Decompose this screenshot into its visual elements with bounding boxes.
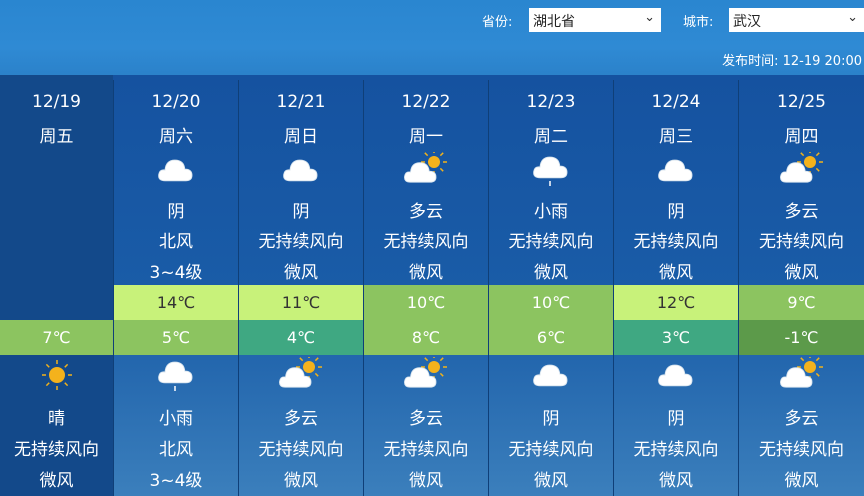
low-temperature: 8℃ xyxy=(364,320,488,355)
day-column: 12/21 周日 阴 无持续风向 微风 11℃ 4℃ 多云 无持续风向 微风 xyxy=(238,80,363,496)
day-wind-level: 微风 xyxy=(534,263,568,283)
night-wind-direction: 无持续风向 xyxy=(508,440,594,460)
night-wind-level: 微风 xyxy=(784,471,819,491)
day-column: 12/22 周一 多云 无持续风向 微风 10℃ 8℃ 多云 无持续风向 微风 xyxy=(363,80,488,496)
night-weather: 多云 xyxy=(284,409,318,429)
city-select[interactable]: 武汉 ⌄ xyxy=(729,8,864,32)
high-temperature: 14℃ xyxy=(114,285,238,320)
date: 12/25 xyxy=(777,92,826,112)
day-wind-direction: 无持续风向 xyxy=(383,232,469,252)
date: 12/21 xyxy=(276,92,326,112)
night-wind-level: 微风 xyxy=(534,471,568,491)
day-column: 12/19 周五 7℃ 晴 无持续风向 微风 xyxy=(0,75,113,496)
day-column: 12/23 周二 小雨 无持续风向 微风 10℃ 6℃ 阴 无持续风向 微风 xyxy=(488,80,613,496)
day-weather: 阴 xyxy=(167,202,185,222)
night-weather: 小雨 xyxy=(159,409,193,429)
night-wind-level: 微风 xyxy=(409,471,443,491)
day-weather: 阴 xyxy=(667,202,685,222)
partly-cloudy-icon xyxy=(779,354,824,393)
night-wind-level: 微风 xyxy=(659,471,693,491)
partly-cloudy-icon xyxy=(779,149,824,188)
weekday: 周日 xyxy=(284,127,318,147)
weekday: 周五 xyxy=(39,127,74,147)
publish-value: 12-19 20:00 xyxy=(782,54,862,69)
weekday: 周六 xyxy=(159,127,193,147)
overcast-icon xyxy=(154,152,198,188)
partly-cloudy-icon xyxy=(404,149,448,188)
province-value: 湖北省 xyxy=(533,14,575,30)
day-column: 12/24 周三 阴 无持续风向 微风 12℃ 3℃ 阴 无持续风向 微风 xyxy=(613,80,738,496)
province-label: 省份: xyxy=(482,15,513,30)
city-label: 城市: xyxy=(683,15,714,30)
night-wind-direction: 无持续风向 xyxy=(383,440,469,460)
night-wind-direction: 无持续风向 xyxy=(14,440,99,460)
high-temperature: 11℃ xyxy=(239,285,363,320)
high-temperature: 12℃ xyxy=(614,285,738,320)
day-wind-direction: 无持续风向 xyxy=(633,232,719,252)
day-wind-level: 3~4级 xyxy=(149,263,203,283)
night-wind-level: 微风 xyxy=(39,471,74,491)
day-column: 12/25 周四 多云 无持续风向 微风 9℃ -1℃ 多云 无持续风向 微风 xyxy=(738,80,864,496)
night-weather: 多云 xyxy=(409,409,443,429)
day-wind-direction: 无持续风向 xyxy=(258,232,344,252)
header: 省份: 湖北省 ⌄ 城市: 武汉 ⌄ 发布时间: 12-19 20:00 xyxy=(0,0,864,80)
publish-label: 发布时间: xyxy=(722,54,779,69)
day-wind-level: 微风 xyxy=(784,263,819,283)
low-temperature: 6℃ xyxy=(489,320,613,355)
day-wind-level: 微风 xyxy=(659,263,693,283)
weekday: 周四 xyxy=(784,127,819,147)
day-wind-direction: 无持续风向 xyxy=(759,232,844,252)
day-weather: 小雨 xyxy=(534,202,568,222)
night-weather: 阴 xyxy=(667,409,685,429)
high-temperature: 10℃ xyxy=(489,285,613,320)
chevron-down-icon: ⌄ xyxy=(644,10,655,25)
light-rain-icon xyxy=(154,357,198,393)
publish-time: 发布时间: 12-19 20:00 xyxy=(722,50,862,69)
city-value: 武汉 xyxy=(733,14,761,30)
high-temperature: 10℃ xyxy=(364,285,488,320)
weekday: 周二 xyxy=(534,127,568,147)
date: 12/23 xyxy=(526,92,576,112)
night-wind-direction: 无持续风向 xyxy=(258,440,344,460)
sunny-icon xyxy=(35,357,79,393)
light-rain-icon xyxy=(529,152,573,188)
chevron-down-icon: ⌄ xyxy=(847,10,858,25)
day-weather: 多云 xyxy=(784,202,819,222)
night-wind-direction: 无持续风向 xyxy=(633,440,719,460)
day-wind-level: 微风 xyxy=(409,263,443,283)
overcast-icon xyxy=(654,152,698,188)
high-temperature: 9℃ xyxy=(739,285,864,320)
low-temperature: 3℃ xyxy=(614,320,738,355)
night-wind-level: 3~4级 xyxy=(149,471,203,491)
low-temperature: 7℃ xyxy=(0,320,113,355)
weekday: 周一 xyxy=(409,127,443,147)
low-temperature: -1℃ xyxy=(739,320,864,355)
night-wind-direction: 北风 xyxy=(159,440,193,460)
night-wind-direction: 无持续风向 xyxy=(759,440,844,460)
date: 12/24 xyxy=(651,92,701,112)
day-wind-level: 微风 xyxy=(284,263,318,283)
date: 12/20 xyxy=(151,92,201,112)
low-temperature: 4℃ xyxy=(239,320,363,355)
partly-cloudy-icon xyxy=(404,354,448,393)
weekday: 周三 xyxy=(659,127,693,147)
day-wind-direction: 北风 xyxy=(159,232,193,252)
overcast-icon xyxy=(654,357,698,393)
day-wind-direction: 无持续风向 xyxy=(508,232,594,252)
partly-cloudy-icon xyxy=(279,354,323,393)
date: 12/22 xyxy=(401,92,451,112)
overcast-icon xyxy=(279,152,323,188)
day-column: 12/20 周六 阴 北风 3~4级 14℃ 5℃ 小雨 北风 3~4级 xyxy=(113,80,238,496)
low-temperature: 5℃ xyxy=(114,320,238,355)
date: 12/19 xyxy=(32,92,81,112)
night-weather: 多云 xyxy=(784,409,819,429)
overcast-icon xyxy=(529,357,573,393)
province-select[interactable]: 湖北省 ⌄ xyxy=(529,8,661,32)
night-weather: 阴 xyxy=(542,409,560,429)
night-weather: 晴 xyxy=(48,409,65,429)
day-weather: 多云 xyxy=(409,202,443,222)
night-wind-level: 微风 xyxy=(284,471,318,491)
day-weather: 阴 xyxy=(292,202,310,222)
